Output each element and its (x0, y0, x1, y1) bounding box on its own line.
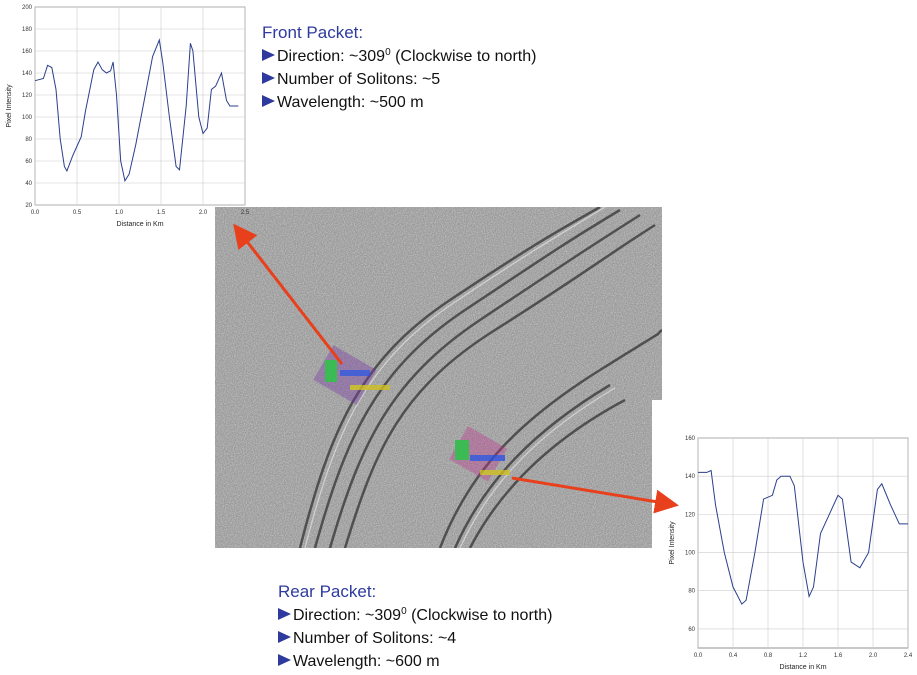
packet-item: Direction: ~3090 (Clockwise to north) (277, 47, 536, 65)
x-tick-label: 0.4 (729, 653, 738, 659)
y-tick-label: 160 (22, 49, 33, 55)
item-text: Wavelength: ~600 m (293, 653, 440, 670)
bullet (278, 654, 291, 666)
y-axis-title: Pixel Intensity (669, 521, 676, 565)
y-tick-label: 80 (688, 589, 695, 595)
x-tick-label: 0.0 (31, 210, 40, 216)
bullet (262, 95, 275, 107)
y-tick-label: 100 (22, 115, 33, 121)
y-tick-label: 200 (22, 5, 33, 11)
sar-image (215, 207, 662, 548)
x-tick-label: 1.0 (115, 210, 124, 216)
packet-title: Front Packet: (262, 23, 363, 42)
plot-area (35, 7, 245, 205)
packet-item: Wavelength: ~500 m (277, 94, 424, 111)
x-tick-label: 1.5 (157, 210, 166, 216)
slide: 20 40 60 80 100 120 140 160 180 200 0.0 0.5 1.0 1.5 2.… (0, 0, 917, 675)
x-tick-label: 2.4 (904, 653, 913, 659)
y-tick-label: 40 (25, 181, 32, 187)
y-tick-label: 80 (25, 137, 32, 143)
item-text: Direction: ~309 (277, 48, 385, 65)
x-tick-label: 2.5 (241, 210, 250, 216)
item-text: Number of Solitons: ~5 (277, 71, 440, 88)
x-tick-label: 0.5 (73, 210, 82, 216)
item-text: Direction: ~309 (293, 607, 401, 624)
packet-item: Wavelength: ~600 m (293, 653, 440, 670)
item-text: Number of Solitons: ~4 (293, 630, 456, 647)
y-tick-label: 60 (25, 159, 32, 165)
packet-item: Direction: ~3090 (Clockwise to north) (293, 606, 552, 624)
x-tick-label: 1.6 (834, 653, 843, 659)
y-tick-label: 160 (685, 436, 696, 442)
x-axis-title: Distance in Km (116, 221, 163, 228)
y-axis-title: Pixel Intensity (6, 84, 13, 128)
x-axis-title: Distance in Km (779, 664, 826, 671)
y-tick-label: 140 (22, 71, 33, 77)
x-tick-label: 0.8 (764, 653, 773, 659)
item-text: (Clockwise to north) (407, 607, 553, 624)
y-tick-label: 100 (685, 551, 696, 557)
packet-item: Number of Solitons: ~4 (293, 630, 456, 647)
x-tick-label: 2.0 (869, 653, 878, 659)
y-tick-label: 120 (685, 512, 696, 518)
bullet (278, 608, 291, 620)
packet-title: Rear Packet: (278, 582, 376, 601)
x-tick-label: 1.2 (799, 653, 808, 659)
y-tick-label: 180 (22, 27, 33, 33)
bullet (278, 631, 291, 643)
item-text: (Clockwise to north) (391, 48, 537, 65)
y-tick-label: 140 (685, 474, 696, 480)
item-text: Wavelength: ~500 m (277, 94, 424, 111)
bullet (262, 49, 275, 61)
y-tick-label: 60 (688, 627, 695, 633)
x-tick-label: 2.0 (199, 210, 208, 216)
packet-item: Number of Solitons: ~5 (277, 71, 440, 88)
bullet (262, 72, 275, 84)
y-tick-label: 120 (22, 93, 33, 99)
x-tick-label: 0.0 (694, 653, 703, 659)
y-tick-label: 20 (25, 203, 32, 209)
